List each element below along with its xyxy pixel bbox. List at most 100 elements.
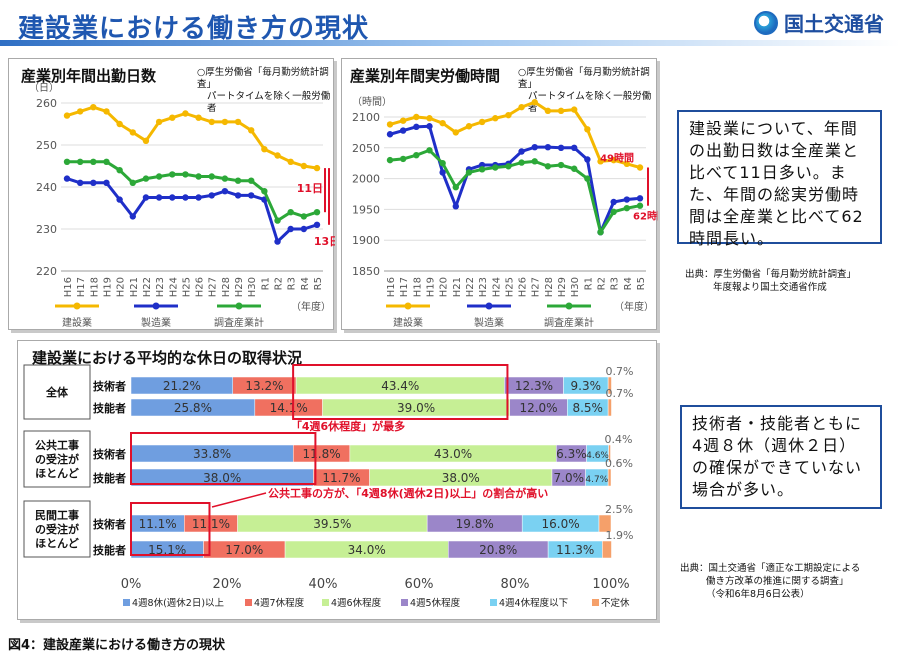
bar-value-label: 14.1% bbox=[270, 401, 308, 415]
data-point bbox=[597, 228, 604, 236]
data-point bbox=[571, 106, 578, 113]
x-tick-label: H27 bbox=[208, 277, 219, 297]
series-line-1 bbox=[389, 124, 641, 234]
data-point bbox=[413, 151, 420, 159]
hours-chart-note: ○厚生労働省「毎月勤労統計調査」 パートタイムを除く一般労働者 bbox=[518, 67, 652, 114]
data-point bbox=[478, 118, 486, 126]
x-tick-label: 80% bbox=[501, 577, 530, 592]
row-label: 技能者 bbox=[93, 471, 126, 485]
data-point bbox=[103, 158, 110, 165]
bar-value-label: 2.5% bbox=[605, 503, 633, 516]
bar-value-label: 33.8% bbox=[193, 447, 231, 461]
bar-value-label: 13.2% bbox=[245, 379, 283, 393]
data-point bbox=[413, 113, 420, 121]
data-point bbox=[439, 119, 446, 127]
legend-marker bbox=[235, 302, 243, 310]
workdays-chart-panel: 産業別年間出勤日数 ○厚生労働省「毎月勤労統計調査」 パートタイムを除く一般労働… bbox=[8, 58, 335, 330]
data-point bbox=[557, 144, 565, 151]
bar-value-label: 11.3% bbox=[556, 543, 594, 557]
data-point bbox=[452, 203, 459, 210]
x-tick-label: H20 bbox=[116, 277, 127, 297]
data-point bbox=[584, 126, 591, 133]
x-tick-label: H29 bbox=[234, 277, 245, 297]
gap-label-11: 11日 bbox=[297, 182, 323, 195]
x-tick-label: H30 bbox=[570, 277, 581, 297]
data-point bbox=[426, 123, 433, 130]
legend-marker bbox=[485, 302, 493, 310]
group-label-box bbox=[23, 500, 91, 558]
bar-value-label: 34.0% bbox=[348, 543, 386, 557]
data-point bbox=[208, 173, 215, 180]
group-label: の受注が bbox=[35, 452, 79, 466]
bar-segment bbox=[607, 398, 612, 417]
data-point bbox=[313, 221, 321, 228]
y-tick-label: 220 bbox=[36, 265, 57, 278]
group-label: の受注が bbox=[35, 522, 79, 536]
legend-marker bbox=[152, 302, 160, 310]
series-line-2 bbox=[67, 160, 318, 223]
data-point bbox=[169, 194, 176, 201]
data-point bbox=[208, 192, 215, 199]
data-point bbox=[518, 103, 525, 111]
figure-caption: 図4：建設産業における働き方の現状 bbox=[8, 638, 226, 653]
legend-label: 4週4休程度以下 bbox=[499, 597, 568, 609]
bar-value-label: 43.0% bbox=[434, 447, 472, 461]
x-tick-label: R1 bbox=[583, 277, 594, 290]
x-tick-label: H21 bbox=[129, 277, 140, 297]
data-point bbox=[452, 184, 459, 191]
data-point bbox=[610, 208, 617, 216]
data-point bbox=[623, 160, 631, 168]
workdays-chart-title: 産業別年間出勤日数 bbox=[21, 67, 157, 85]
bar-value-label: 0.4% bbox=[605, 433, 633, 446]
bar-segment bbox=[607, 376, 612, 395]
data-point bbox=[636, 164, 644, 171]
data-point bbox=[439, 169, 446, 176]
data-point bbox=[584, 175, 591, 182]
x-tick-label: 40% bbox=[309, 577, 338, 592]
hours-chart-panel: 産業別年間実労働時間 ○厚生労働省「毎月勤労統計調査」 パートタイムを除く一般労… bbox=[341, 58, 658, 330]
bar-value-label: 4.7% bbox=[585, 475, 608, 485]
data-point bbox=[221, 118, 229, 126]
x-tick-label: H16 bbox=[386, 277, 397, 297]
x-tick-label: 20% bbox=[213, 577, 242, 592]
x-tick-label: H28 bbox=[544, 277, 555, 297]
group-label: 公共工事 bbox=[35, 438, 79, 452]
legend-label: 調査産業計 bbox=[544, 316, 594, 329]
x-tick-label: R5 bbox=[313, 277, 324, 290]
series-line-0 bbox=[66, 105, 318, 170]
data-point bbox=[208, 118, 215, 126]
data-point bbox=[571, 165, 578, 172]
bar-value-label: 20.8% bbox=[479, 543, 517, 557]
data-point bbox=[465, 123, 473, 130]
bar-value-label: 17.0% bbox=[225, 543, 263, 557]
data-point bbox=[478, 166, 486, 173]
data-point bbox=[610, 198, 617, 206]
legend-swatch bbox=[123, 599, 130, 606]
data-point bbox=[221, 188, 229, 195]
bar-value-label: 12.3% bbox=[515, 379, 553, 393]
data-point bbox=[465, 169, 473, 176]
x-tick-label: R1 bbox=[260, 277, 271, 290]
holiday-source-note: 出典：国土交通省「適正な工期設定による 働き方改革の推進に関する調査」 （令和6… bbox=[680, 563, 861, 600]
x-tick-label: H28 bbox=[221, 277, 232, 297]
legend-label: 4週8休(週休2日)以上 bbox=[132, 597, 225, 609]
x-tick-label: 100% bbox=[592, 577, 629, 592]
data-point bbox=[142, 175, 150, 182]
bar-value-label: 11.8% bbox=[302, 447, 340, 461]
logo-text: 国土交通省 bbox=[784, 12, 884, 36]
workdays-source-note: 出典：厚生労働省「毎月勤労統計調査」 年度報より国土交通省作成 bbox=[685, 269, 857, 293]
gap-label-62: 62時間 bbox=[633, 210, 658, 223]
x-tick-label: H26 bbox=[195, 277, 206, 297]
legend-swatch bbox=[322, 599, 329, 606]
data-point bbox=[76, 108, 84, 115]
x-tick-label: H17 bbox=[399, 277, 410, 297]
legend-swatch bbox=[592, 599, 599, 606]
group-label: ほとんど bbox=[35, 537, 79, 550]
data-point bbox=[300, 162, 308, 170]
y-tick-label: 2100 bbox=[352, 111, 380, 124]
x-tick-label: H24 bbox=[491, 277, 502, 297]
x-tick-label: H23 bbox=[478, 277, 489, 297]
x-tick-label: R4 bbox=[623, 277, 634, 290]
group-label-box bbox=[23, 430, 91, 488]
series-line-1 bbox=[66, 177, 318, 244]
